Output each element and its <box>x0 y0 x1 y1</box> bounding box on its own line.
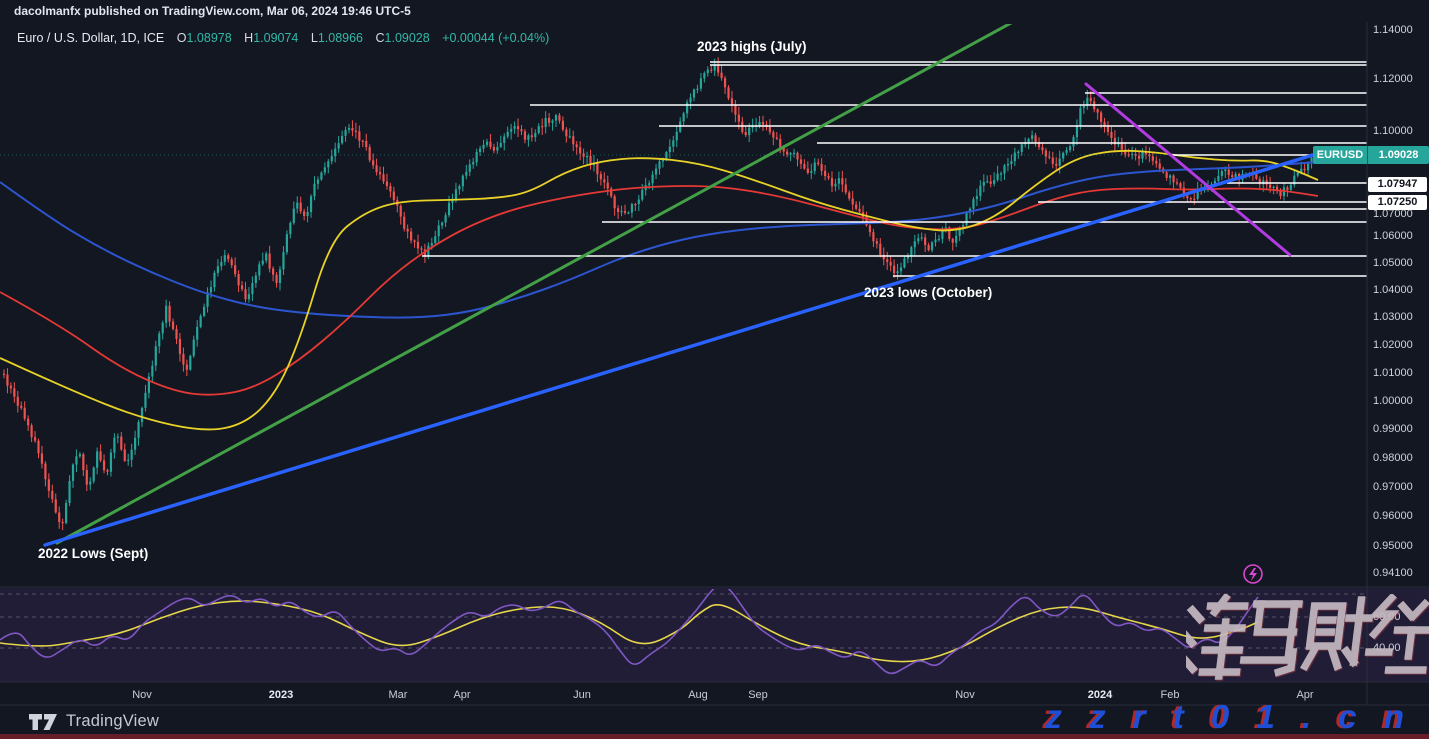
time-axis-label[interactable]: Sep <box>748 689 768 701</box>
high-label: H <box>244 31 254 45</box>
ma-lines <box>0 149 1319 431</box>
price-axis-label[interactable]: 0.95000 <box>1373 540 1413 552</box>
rsi-line <box>0 589 1259 675</box>
badge-symbol: EURUSD <box>1313 146 1368 164</box>
chart-annotation[interactable]: 2023 lows (October) <box>864 285 993 300</box>
wm-glyph-ma <box>1239 600 1303 677</box>
rising-support-green <box>55 24 1013 545</box>
falling-resistance-purple <box>1084 82 1292 257</box>
time-axis-label[interactable]: 2023 <box>268 689 294 701</box>
time-axis-label[interactable]: Jun <box>573 689 591 701</box>
trendlines[interactable] <box>43 17 1315 547</box>
wm-glyph-jing <box>1364 594 1429 674</box>
time-axis-label[interactable]: Aug <box>688 689 708 701</box>
price-axis-label[interactable]: 0.98000 <box>1373 452 1413 464</box>
symbol-price-badge: EURUSD 1.09028 <box>1313 146 1429 164</box>
price-axis-label[interactable]: 1.07000 <box>1373 208 1413 220</box>
price-axis-label[interactable]: 1.10000 <box>1373 125 1413 137</box>
price-axis-label[interactable]: 1.14000 <box>1373 24 1413 36</box>
low-value: 1.08966 <box>317 31 364 45</box>
ma-slow-blue <box>0 161 1319 319</box>
time-axis-label[interactable]: Nov <box>132 689 152 701</box>
level-lines <box>422 61 1367 277</box>
wm-glyph-cai <box>1299 596 1374 671</box>
badge-price: 1.09028 <box>1368 146 1429 164</box>
high-value: 1.09074 <box>253 31 299 45</box>
price-axis-label[interactable]: 1.03000 <box>1373 311 1413 323</box>
change-value: +0.00044 (+0.04%) <box>442 31 550 45</box>
chart-annotation[interactable]: 2022 Lows (Sept) <box>38 546 149 561</box>
price-axis-label[interactable]: 0.97000 <box>1373 481 1413 493</box>
bottom-red-strip <box>0 734 1429 739</box>
price-level-box: 1.07250 <box>1368 194 1427 210</box>
price-axis-label[interactable]: 1.02000 <box>1373 339 1413 351</box>
price-axis-label[interactable]: 1.01000 <box>1373 367 1413 379</box>
symbol-legend[interactable]: Euro / U.S. Dollar, 1D, ICE O1.08978 H1.… <box>17 31 549 45</box>
rising-support-blue <box>43 153 1315 547</box>
time-axis-label[interactable]: Mar <box>388 689 408 701</box>
time-axis-label[interactable]: 2024 <box>1087 689 1113 701</box>
close-label: C <box>375 31 385 45</box>
time-axis-label[interactable]: Nov <box>955 689 975 701</box>
ma-fast-yellow <box>0 149 1319 431</box>
rsi-ma-line <box>0 600 1259 663</box>
ma-mid-red <box>0 185 1319 396</box>
watermark-site-url: z z r t 0 1 . c n <box>1045 698 1413 735</box>
price-axis-label[interactable]: 1.05000 <box>1373 257 1413 269</box>
time-axis-label[interactable]: Apr <box>453 689 471 701</box>
price-level-box: 1.07947 <box>1368 176 1427 192</box>
price-axis-label[interactable]: 0.99000 <box>1373 423 1413 435</box>
low-label: L <box>310 31 318 45</box>
rsi-pane <box>0 589 1259 675</box>
open-label: O <box>176 31 187 45</box>
price-axis-label[interactable]: 1.06000 <box>1373 230 1413 242</box>
time-axis-label[interactable]: Feb <box>1160 689 1180 701</box>
price-axis-label[interactable]: 0.96000 <box>1373 510 1413 522</box>
time-axis-label[interactable]: Apr <box>1296 689 1314 701</box>
price-axis-label[interactable]: 1.00000 <box>1373 395 1413 407</box>
flash-icon[interactable] <box>1243 564 1263 584</box>
open-value: 1.08978 <box>186 31 232 45</box>
wm-glyph-hai <box>1186 594 1249 680</box>
candles <box>2 57 1317 531</box>
close-value: 1.09028 <box>384 31 430 45</box>
price-axis-label[interactable]: 1.04000 <box>1373 284 1413 296</box>
watermark-cn-haima-caijing: 海马财经 <box>1186 594 1429 680</box>
chart-annotation[interactable]: 2023 highs (July) <box>697 39 807 54</box>
tradingview-footer[interactable]: TradingView <box>28 712 159 731</box>
tradingview-logo-icon <box>29 713 57 730</box>
price-axis-label[interactable]: 0.94100 <box>1373 567 1413 579</box>
rsi-gridlines <box>0 593 1367 649</box>
price-axis-label[interactable]: 1.12000 <box>1373 73 1413 85</box>
tradingview-brand-text: TradingView <box>66 712 159 730</box>
publish-note: dacolmanfx published on TradingView.com,… <box>14 4 411 18</box>
symbol-title: Euro / U.S. Dollar, 1D, ICE <box>17 31 165 45</box>
